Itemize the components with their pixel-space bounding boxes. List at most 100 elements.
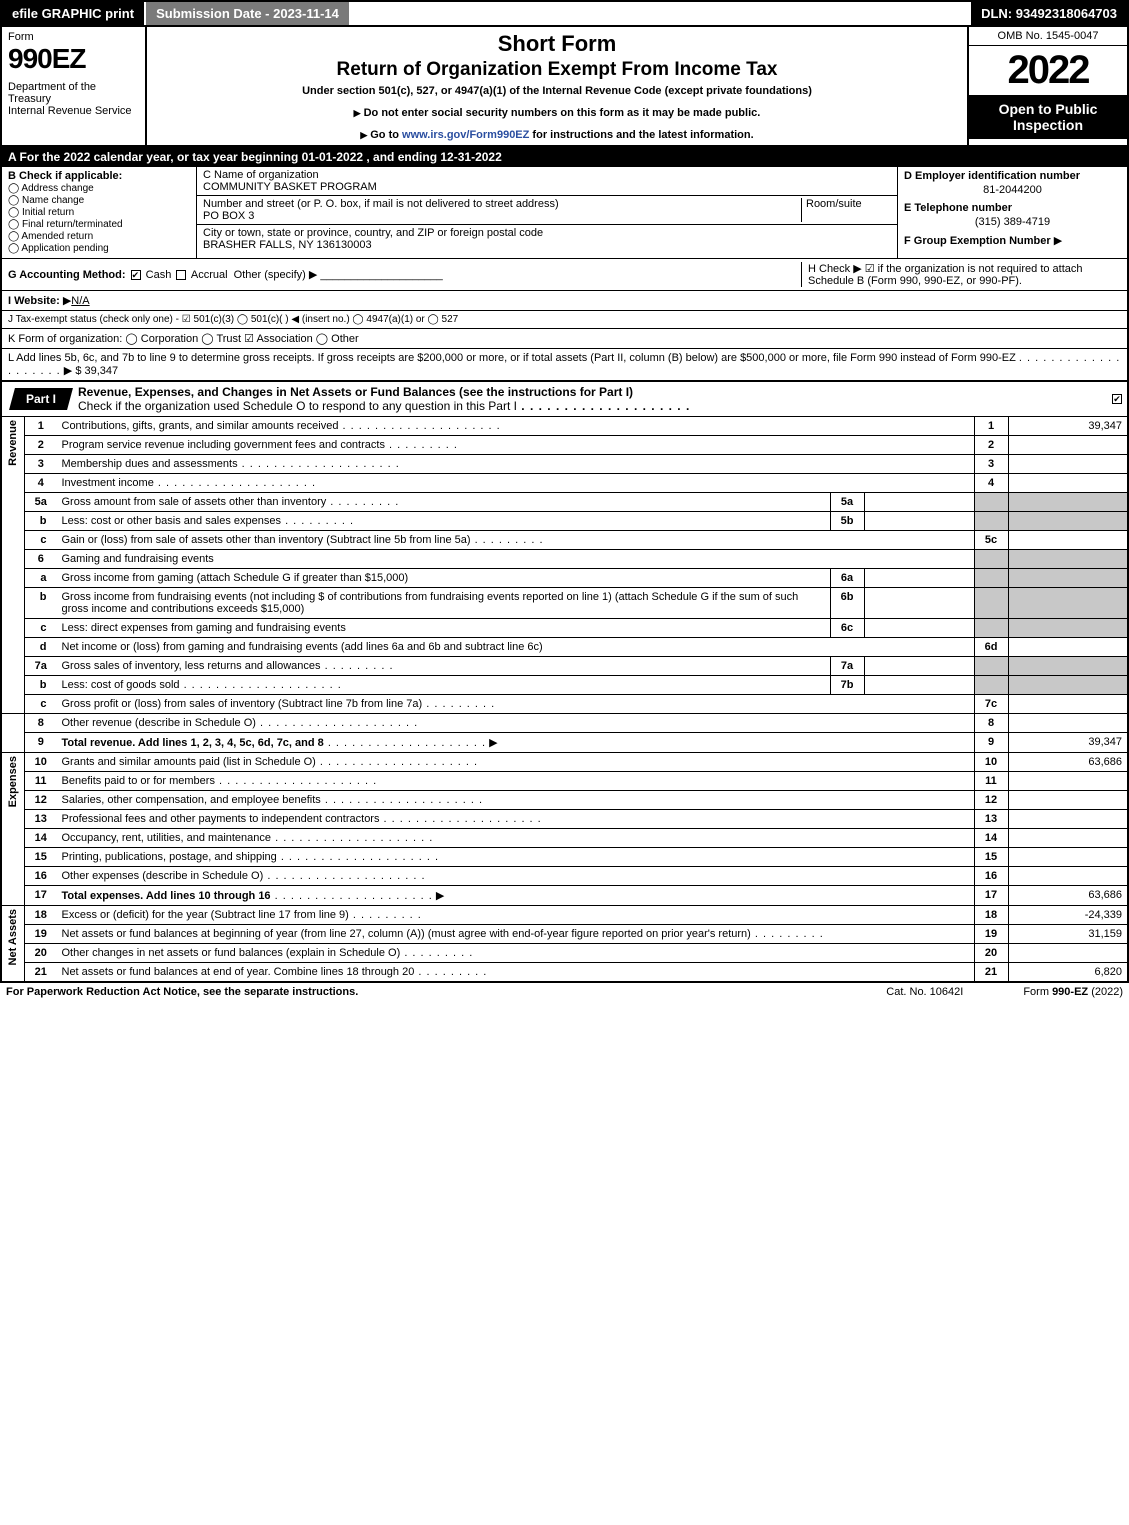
city-label: City or town, state or province, country… bbox=[203, 227, 543, 239]
part-i-tab: Part I bbox=[9, 388, 73, 410]
dept-treasury: Department of the Treasury Internal Reve… bbox=[8, 81, 139, 117]
line-3-num: 3 bbox=[25, 455, 57, 474]
title-short-form: Short Form bbox=[155, 31, 959, 57]
chk-amended-return[interactable]: ◯ Amended return bbox=[8, 231, 190, 242]
line-6a-shade2 bbox=[1008, 569, 1128, 588]
line-10-box: 10 bbox=[974, 753, 1008, 772]
ein-value: 81-2044200 bbox=[904, 184, 1121, 196]
line-7c-amt bbox=[1008, 695, 1128, 714]
row-h: H Check ▶ ☑ if the organization is not r… bbox=[801, 262, 1121, 287]
line-5a-shade bbox=[974, 493, 1008, 512]
line-10-amt: 63,686 bbox=[1008, 753, 1128, 772]
chk-final-return[interactable]: ◯ Final return/terminated bbox=[8, 219, 190, 230]
part-i-checkbox[interactable] bbox=[1107, 393, 1127, 405]
dln-value: 93492318064703 bbox=[1016, 6, 1117, 21]
line-4-amt bbox=[1008, 474, 1128, 493]
line-18-desc: Excess or (deficit) for the year (Subtra… bbox=[57, 906, 975, 925]
line-5c-num: c bbox=[25, 531, 57, 550]
row-l-text: L Add lines 5b, 6c, and 7b to line 9 to … bbox=[8, 352, 1016, 364]
website-label: I Website: bbox=[8, 295, 63, 307]
line-5a-ibox: 5a bbox=[830, 493, 864, 512]
line-13-box: 13 bbox=[974, 810, 1008, 829]
line-18-box: 18 bbox=[974, 906, 1008, 925]
line-2-box: 2 bbox=[974, 436, 1008, 455]
line-8-desc: Other revenue (describe in Schedule O) bbox=[57, 714, 975, 733]
line-9-desc: Total revenue. Add lines 1, 2, 3, 4, 5c,… bbox=[57, 733, 975, 753]
open-to-public: Open to Public Inspection bbox=[969, 95, 1127, 139]
line-4-box: 4 bbox=[974, 474, 1008, 493]
line-7a-num: 7a bbox=[25, 657, 57, 676]
line-5a-desc: Gross amount from sale of assets other t… bbox=[57, 493, 831, 512]
row-j: J Tax-exempt status (check only one) - ☑… bbox=[0, 311, 1129, 329]
chk-accrual[interactable] bbox=[176, 270, 186, 280]
line-7b-ibox: 7b bbox=[830, 676, 864, 695]
line-7a-shade bbox=[974, 657, 1008, 676]
line-6b-desc: Gross income from fundraising events (no… bbox=[57, 588, 831, 619]
line-6c-iamt bbox=[864, 619, 974, 638]
omb-number: OMB No. 1545-0047 bbox=[969, 27, 1127, 46]
line-14-box: 14 bbox=[974, 829, 1008, 848]
dln: DLN: 93492318064703 bbox=[971, 2, 1127, 25]
chk-address-change[interactable]: ◯ Address change bbox=[8, 183, 190, 194]
chk-initial-return[interactable]: ◯ Initial return bbox=[8, 207, 190, 218]
efile-print-button[interactable]: efile GRAPHIC print bbox=[2, 2, 146, 25]
part-i-grid: Revenue 1 Contributions, gifts, grants, … bbox=[0, 417, 1129, 982]
line-16-amt bbox=[1008, 867, 1128, 886]
city-row: City or town, state or province, country… bbox=[197, 225, 897, 253]
row-i: I Website: ▶N/A bbox=[0, 291, 1129, 311]
line-18-amt: -24,339 bbox=[1008, 906, 1128, 925]
footer-right: Form 990-EZ (2022) bbox=[1023, 986, 1123, 998]
chk-cash[interactable] bbox=[131, 270, 141, 280]
line-6d-num: d bbox=[25, 638, 57, 657]
line-17-box: 17 bbox=[974, 886, 1008, 906]
line-20-box: 20 bbox=[974, 944, 1008, 963]
line-8-amt bbox=[1008, 714, 1128, 733]
line-7a-ibox: 7a bbox=[830, 657, 864, 676]
line-5b-shade bbox=[974, 512, 1008, 531]
line-20-amt bbox=[1008, 944, 1128, 963]
line-5b-shade2 bbox=[1008, 512, 1128, 531]
row-g: G Accounting Method: Cash Accrual Other … bbox=[8, 268, 801, 281]
street-row: Number and street (or P. O. box, if mail… bbox=[197, 196, 897, 225]
line-3-amt bbox=[1008, 455, 1128, 474]
section-bcd: B Check if applicable: ◯ Address change … bbox=[0, 167, 1129, 259]
line-14-desc: Occupancy, rent, utilities, and maintena… bbox=[57, 829, 975, 848]
form-number: 990EZ bbox=[8, 43, 139, 75]
submission-date-label: Submission Date - bbox=[156, 6, 273, 21]
line-16-num: 16 bbox=[25, 867, 57, 886]
line-2-amt bbox=[1008, 436, 1128, 455]
line-11-desc: Benefits paid to or for members bbox=[57, 772, 975, 791]
form-label: Form bbox=[8, 31, 139, 43]
line-14-num: 14 bbox=[25, 829, 57, 848]
org-name-label: C Name of organization bbox=[203, 169, 319, 181]
irs-link[interactable]: www.irs.gov/Form990EZ bbox=[402, 129, 529, 141]
line-11-amt bbox=[1008, 772, 1128, 791]
line-5b-desc: Less: cost or other basis and sales expe… bbox=[57, 512, 831, 531]
col-d: D Employer identification number 81-2044… bbox=[897, 167, 1127, 258]
line-9-num: 9 bbox=[25, 733, 57, 753]
footer-mid: Cat. No. 10642I bbox=[886, 986, 963, 998]
line-7b-desc: Less: cost of goods sold bbox=[57, 676, 831, 695]
chk-application-pending[interactable]: ◯ Application pending bbox=[8, 243, 190, 254]
street-value: PO BOX 3 bbox=[203, 210, 254, 222]
line-21-num: 21 bbox=[25, 963, 57, 982]
title-return: Return of Organization Exempt From Incom… bbox=[155, 59, 959, 81]
line-12-num: 12 bbox=[25, 791, 57, 810]
line-7b-shade2 bbox=[1008, 676, 1128, 695]
line-6-shade2 bbox=[1008, 550, 1128, 569]
line-2-num: 2 bbox=[25, 436, 57, 455]
col-b-title: B Check if applicable: bbox=[8, 170, 122, 182]
line-21-box: 21 bbox=[974, 963, 1008, 982]
header-mid: Short Form Return of Organization Exempt… bbox=[147, 27, 967, 145]
line-5b-iamt bbox=[864, 512, 974, 531]
line-10-num: 10 bbox=[25, 753, 57, 772]
row-l: L Add lines 5b, 6c, and 7b to line 9 to … bbox=[0, 349, 1129, 381]
line-6a-num: a bbox=[25, 569, 57, 588]
ein-label: D Employer identification number bbox=[904, 170, 1121, 182]
line-19-desc: Net assets or fund balances at beginning… bbox=[57, 925, 975, 944]
line-18-num: 18 bbox=[25, 906, 57, 925]
subtitle-ssn: Do not enter social security numbers on … bbox=[155, 107, 959, 119]
line-21-amt: 6,820 bbox=[1008, 963, 1128, 982]
line-15-desc: Printing, publications, postage, and shi… bbox=[57, 848, 975, 867]
chk-name-change[interactable]: ◯ Name change bbox=[8, 195, 190, 206]
